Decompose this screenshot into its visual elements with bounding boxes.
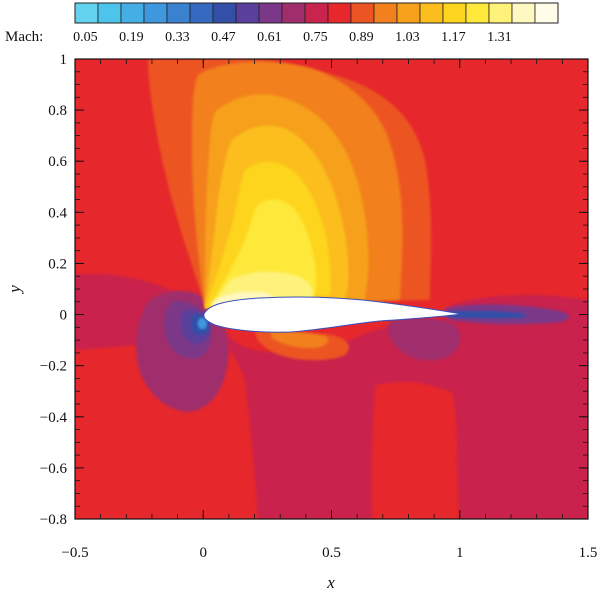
x-tick-label: 1 (456, 545, 464, 561)
y-tick-label: −0.4 (40, 410, 68, 426)
colorbar-label: Mach: (5, 29, 43, 45)
colorbar-cell (143, 2, 168, 24)
y-tick-label: −0.8 (40, 512, 67, 528)
x-tick-label: 0.5 (322, 545, 341, 561)
y-tick-label: 1 (60, 52, 68, 68)
colorbar-cell (327, 2, 352, 24)
colorbar-cell (442, 2, 467, 24)
colorbar-cell (488, 2, 513, 24)
colorbar-frame (74, 2, 559, 24)
colorbar-tick-label: 1.03 (395, 30, 420, 45)
colorbar-cell (97, 2, 122, 24)
colorbar-tick-label: 0.75 (303, 30, 328, 45)
colorbar-tick-label: 1.31 (487, 30, 512, 45)
x-tick-label: 1.5 (579, 545, 598, 561)
colorbar-cell (511, 2, 536, 24)
y-tick-label: 0.4 (48, 205, 67, 221)
colorbar-tick-label: 0.61 (257, 30, 282, 45)
colorbar-cell (235, 2, 260, 24)
colorbar-cell (120, 2, 145, 24)
x-tick-label: 0 (200, 545, 208, 561)
y-tick-label: 0 (60, 308, 68, 324)
y-tick-label: −0.2 (40, 359, 67, 375)
airfoil (203, 296, 463, 333)
y-tick-label: −0.6 (40, 461, 68, 477)
x-axis-label: x (326, 573, 335, 592)
colorbar-tick-label: 1.17 (441, 30, 466, 45)
colorbar-cell (465, 2, 490, 24)
y-tick-label: 0.8 (48, 103, 67, 119)
colorbar-cell (212, 2, 237, 24)
x-tick-label: −0.5 (61, 545, 88, 561)
colorbar-cell (166, 2, 191, 24)
colorbar-cell (258, 2, 283, 24)
colorbar-cell (373, 2, 398, 24)
colorbar-cell (396, 2, 421, 24)
y-tick-label: 0.2 (48, 256, 67, 272)
x-axis-ticks: −0.5 0 0.5 1 1.5 (61, 59, 597, 561)
colorbar-cell (74, 2, 99, 24)
colorbar-cell (281, 2, 306, 24)
colorbar-cells (74, 2, 559, 24)
colorbar-cell (189, 2, 214, 24)
y-tick-label: 0.6 (48, 154, 67, 170)
y-axis-label: y (5, 285, 24, 295)
colorbar-tick-label: 0.33 (165, 30, 190, 45)
contour-level-stagnation-3 (197, 317, 207, 330)
colorbar: Mach: 0.05 0.19 0.33 0.47 0.61 0.75 0.89 1.03 1.… (5, 2, 559, 45)
contour-level-lower-rear-pool (387, 318, 461, 361)
colorbar-cell (350, 2, 375, 24)
colorbar-cell (419, 2, 444, 24)
colorbar-cell (534, 2, 559, 24)
colorbar-tick-label: 0.05 (73, 30, 98, 45)
colorbar-tick-label: 0.19 (119, 30, 144, 45)
contour-level-lower-pocket-core (270, 331, 329, 349)
colorbar-tick-label: 0.47 (211, 30, 236, 45)
colorbar-cell (304, 2, 329, 24)
contour-field (75, 59, 588, 519)
contour-level-wake-core (440, 310, 527, 319)
colorbar-tick-labels: 0.05 0.19 0.33 0.47 0.61 0.75 0.89 1.03 1.17 1.31 (73, 30, 512, 45)
colorbar-tick-label: 0.89 (349, 30, 374, 45)
y-axis-ticks: 1 0.8 0.6 0.4 0.2 0 −0.2 −0.4 −0.6 −0.8 (40, 52, 588, 528)
